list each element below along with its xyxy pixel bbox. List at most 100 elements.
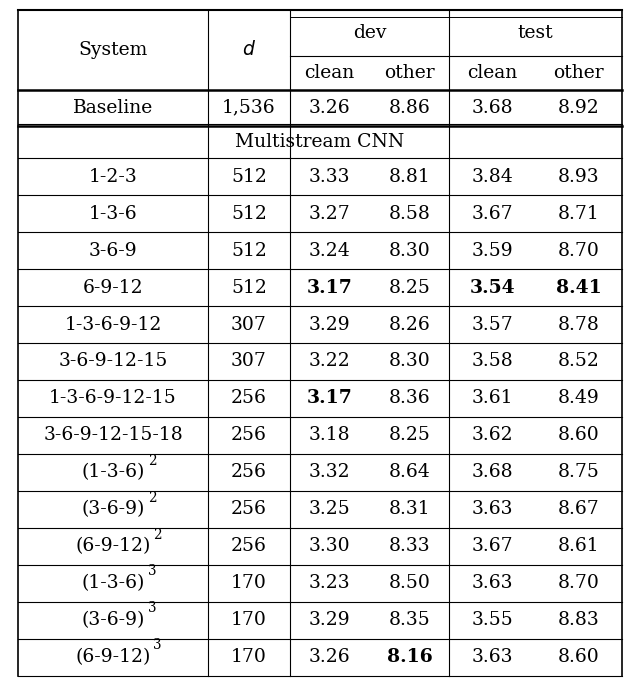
Text: 3.33: 3.33 — [309, 167, 351, 186]
Text: 512: 512 — [231, 204, 267, 223]
Text: 256: 256 — [231, 427, 267, 445]
Text: 8.83: 8.83 — [558, 611, 600, 629]
Text: 2: 2 — [148, 453, 157, 468]
Text: 8.60: 8.60 — [558, 648, 600, 666]
Text: 256: 256 — [231, 463, 267, 482]
Text: (6-9-12): (6-9-12) — [76, 537, 151, 556]
Text: 3.25: 3.25 — [308, 500, 351, 519]
Text: 3-6-9-12-15: 3-6-9-12-15 — [58, 353, 168, 370]
Text: 3.68: 3.68 — [472, 463, 513, 482]
Text: 8.58: 8.58 — [388, 204, 430, 223]
Text: 3.22: 3.22 — [308, 353, 351, 370]
Text: 3-6-9-12-15-18: 3-6-9-12-15-18 — [44, 427, 183, 445]
Text: 1-3-6: 1-3-6 — [89, 204, 138, 223]
Text: 8.33: 8.33 — [388, 537, 430, 556]
Text: 8.41: 8.41 — [556, 279, 602, 296]
Text: 8.60: 8.60 — [558, 427, 600, 445]
Text: 8.25: 8.25 — [388, 427, 430, 445]
Text: 512: 512 — [231, 279, 267, 296]
Text: 3.17: 3.17 — [307, 279, 353, 296]
Text: Multistream CNN: Multistream CNN — [236, 133, 404, 151]
Text: (6-9-12): (6-9-12) — [76, 648, 151, 666]
Text: (1-3-6): (1-3-6) — [81, 463, 145, 482]
Text: 3.26: 3.26 — [309, 648, 351, 666]
Text: 170: 170 — [231, 648, 267, 666]
Text: 8.70: 8.70 — [558, 574, 600, 592]
Text: 8.36: 8.36 — [388, 390, 430, 407]
Text: 8.31: 8.31 — [388, 500, 430, 519]
Text: 8.86: 8.86 — [388, 99, 430, 117]
Text: 8.67: 8.67 — [558, 500, 600, 519]
Text: other: other — [554, 64, 604, 82]
Text: 3.55: 3.55 — [472, 611, 513, 629]
Text: 3: 3 — [148, 602, 157, 615]
Text: 307: 307 — [231, 316, 267, 333]
Text: (1-3-6): (1-3-6) — [81, 574, 145, 592]
Text: 3: 3 — [153, 639, 161, 652]
Text: 1-3-6-9-12: 1-3-6-9-12 — [65, 316, 162, 333]
Text: 8.64: 8.64 — [388, 463, 430, 482]
Text: 8.75: 8.75 — [558, 463, 600, 482]
Text: 3.58: 3.58 — [472, 353, 513, 370]
Text: 8.92: 8.92 — [558, 99, 600, 117]
Text: 3.26: 3.26 — [309, 99, 351, 117]
Text: 8.30: 8.30 — [388, 241, 430, 259]
Text: 3.29: 3.29 — [309, 316, 351, 333]
Text: 256: 256 — [231, 537, 267, 556]
Text: 3.27: 3.27 — [308, 204, 351, 223]
Text: System: System — [79, 41, 148, 59]
Text: 307: 307 — [231, 353, 267, 370]
Text: 3.23: 3.23 — [309, 574, 351, 592]
Text: (3-6-9): (3-6-9) — [81, 500, 145, 519]
Text: 3.62: 3.62 — [472, 427, 513, 445]
Text: 3.63: 3.63 — [472, 500, 513, 519]
Text: test: test — [518, 24, 554, 42]
Text: 8.78: 8.78 — [558, 316, 600, 333]
Text: 256: 256 — [231, 390, 267, 407]
Text: 8.93: 8.93 — [558, 167, 600, 186]
Text: 512: 512 — [231, 241, 267, 259]
Text: 512: 512 — [231, 167, 267, 186]
Text: 8.49: 8.49 — [558, 390, 600, 407]
Text: 3.57: 3.57 — [472, 316, 513, 333]
Text: 3-6-9: 3-6-9 — [89, 241, 138, 259]
Text: 1-2-3: 1-2-3 — [89, 167, 138, 186]
Text: 8.35: 8.35 — [388, 611, 430, 629]
Text: 8.50: 8.50 — [388, 574, 430, 592]
Text: 3.32: 3.32 — [309, 463, 351, 482]
Text: 256: 256 — [231, 500, 267, 519]
Text: 170: 170 — [231, 574, 267, 592]
Text: 8.81: 8.81 — [388, 167, 430, 186]
Text: 8.52: 8.52 — [558, 353, 600, 370]
Text: 2: 2 — [153, 528, 162, 541]
Text: 8.61: 8.61 — [558, 537, 600, 556]
Text: 8.71: 8.71 — [558, 204, 600, 223]
Text: 3.17: 3.17 — [307, 390, 353, 407]
Text: 3.84: 3.84 — [472, 167, 513, 186]
Text: 3: 3 — [148, 565, 157, 578]
Text: 3.61: 3.61 — [472, 390, 513, 407]
Text: clean: clean — [467, 64, 518, 82]
Text: 8.70: 8.70 — [558, 241, 600, 259]
Text: 6-9-12: 6-9-12 — [83, 279, 143, 296]
Text: other: other — [384, 64, 435, 82]
Text: 3.18: 3.18 — [309, 427, 351, 445]
Text: 3.67: 3.67 — [472, 537, 513, 556]
Text: 3.67: 3.67 — [472, 204, 513, 223]
Text: Baseline: Baseline — [73, 99, 153, 117]
Text: 8.25: 8.25 — [388, 279, 430, 296]
Text: $d$: $d$ — [242, 40, 256, 60]
Text: 3.68: 3.68 — [472, 99, 513, 117]
Text: 2: 2 — [148, 490, 157, 504]
Text: 8.26: 8.26 — [388, 316, 430, 333]
Text: 8.16: 8.16 — [387, 648, 432, 666]
Text: 1-3-6-9-12-15: 1-3-6-9-12-15 — [49, 390, 177, 407]
Text: 3.24: 3.24 — [308, 241, 351, 259]
Text: 3.63: 3.63 — [472, 574, 513, 592]
Text: 3.63: 3.63 — [472, 648, 513, 666]
Text: clean: clean — [305, 64, 355, 82]
Text: 3.29: 3.29 — [309, 611, 351, 629]
Text: 3.30: 3.30 — [309, 537, 351, 556]
Text: 3.59: 3.59 — [472, 241, 513, 259]
Text: 170: 170 — [231, 611, 267, 629]
